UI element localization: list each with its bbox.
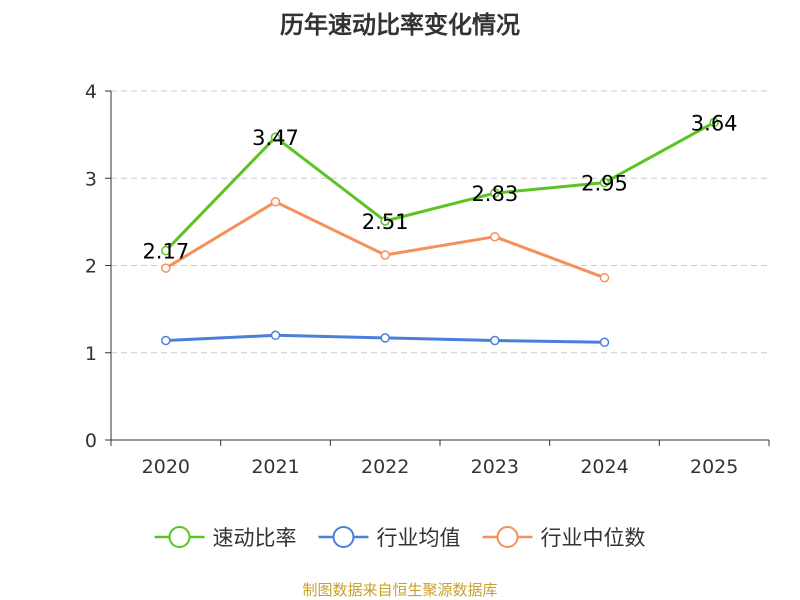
data-point <box>380 216 390 226</box>
data-label: 2.17 <box>142 240 189 264</box>
series-2 <box>161 197 610 283</box>
data-point <box>270 197 281 207</box>
x-tick-label: 2020 <box>142 456 190 478</box>
legend-icon-circle <box>168 526 191 548</box>
legend-item: 行业中位数 <box>482 526 646 550</box>
legend-item: 行业均值 <box>318 526 461 550</box>
x-tick-label: 2025 <box>690 456 738 478</box>
data-label: 2.95 <box>581 172 628 196</box>
series-line <box>164 121 715 252</box>
y-tick-label: 1 <box>85 343 97 365</box>
data-point <box>599 272 610 283</box>
y-tick-label: 0 <box>85 430 97 452</box>
data-point <box>490 335 500 346</box>
x-tick-label: 2021 <box>251 456 299 478</box>
series-1 <box>161 330 610 348</box>
data-point <box>599 177 610 188</box>
source-footer: 制图数据来自恒生聚源数据库 <box>302 581 497 599</box>
data-label: 2.83 <box>471 182 518 206</box>
data-point <box>270 132 281 142</box>
legend-label: 行业中位数 <box>541 526 646 550</box>
data-point <box>270 330 281 341</box>
series-0 <box>161 117 719 256</box>
data-point <box>380 333 390 343</box>
y-tick-label: 3 <box>85 168 97 190</box>
data-labels: 2.17 3.47 2.51 2.83 2.95 3.64 <box>142 111 737 263</box>
legend: 速动比率 行业均值 行业中位数 <box>154 526 646 550</box>
y-tick-label: 2 <box>85 256 97 278</box>
legend-label: 行业均值 <box>377 526 461 550</box>
data-label: 3.64 <box>691 111 738 135</box>
x-tick-label: 2022 <box>361 456 409 478</box>
data-point <box>490 188 500 198</box>
data-point <box>709 117 719 128</box>
data-point <box>161 335 171 346</box>
axes: 0 1 2 3 4 2020 2021 2022 2023 2024 2025 <box>85 81 770 478</box>
chart-title: 历年速动比率变化情况 <box>280 11 520 39</box>
legend-label: 速动比率 <box>213 526 297 550</box>
data-point <box>599 337 610 348</box>
data-point <box>490 231 500 242</box>
series <box>161 117 719 348</box>
legend-icon-circle <box>332 526 355 548</box>
y-tick-label: 4 <box>85 81 97 103</box>
legend-icon-circle <box>496 526 519 548</box>
gridlines <box>111 90 769 354</box>
data-label: 2.51 <box>362 210 409 234</box>
x-tick-label: 2023 <box>471 456 519 478</box>
data-point <box>161 263 171 273</box>
legend-item: 速动比率 <box>154 526 297 550</box>
data-label: 3.47 <box>252 126 299 150</box>
x-tick-label: 2024 <box>580 456 628 478</box>
data-point <box>380 250 390 260</box>
data-point <box>161 245 171 256</box>
